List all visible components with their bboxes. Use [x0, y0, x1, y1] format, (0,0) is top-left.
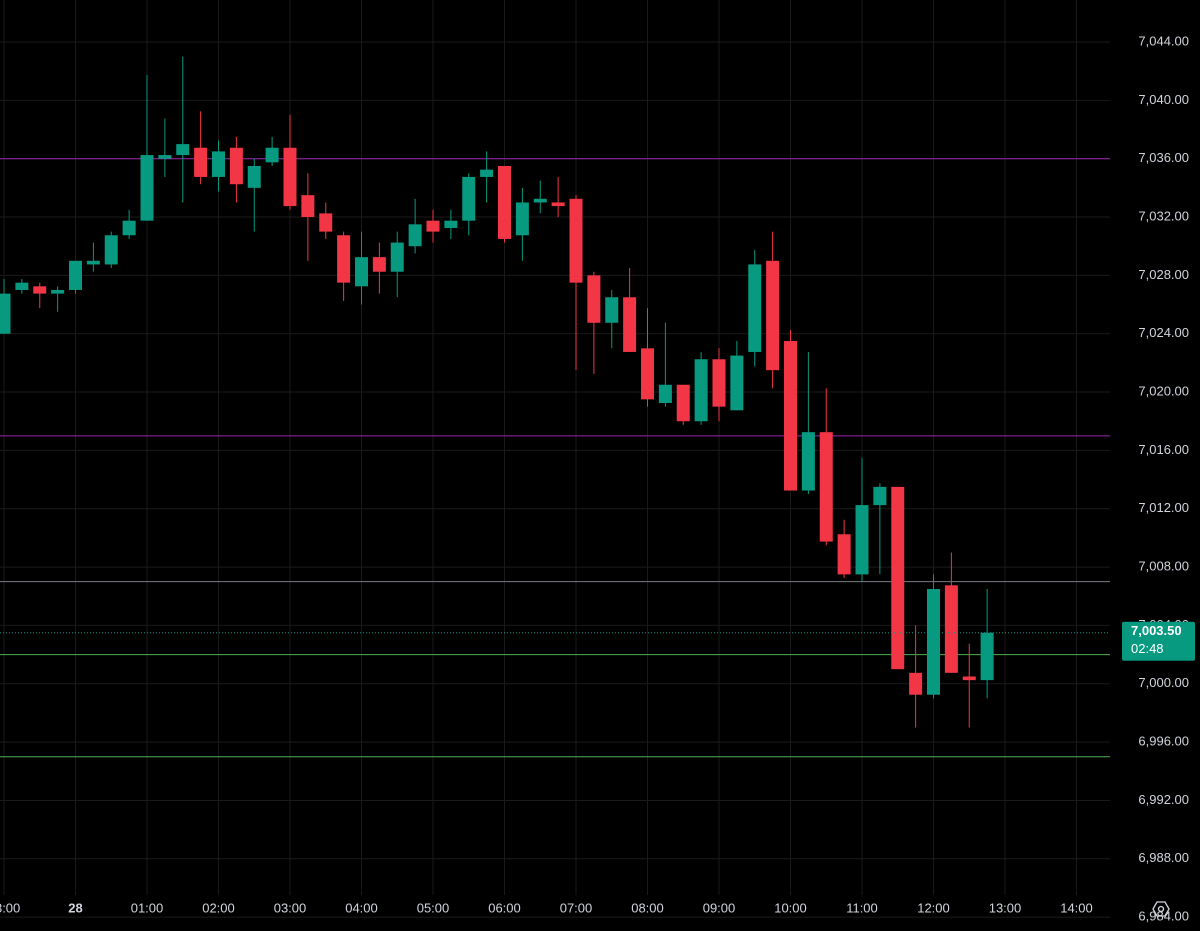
candle-body — [694, 359, 708, 422]
x-tick-label: 06:00 — [488, 900, 521, 915]
candle-body — [641, 348, 654, 400]
y-tick-label: 7,012.00 — [1138, 500, 1189, 515]
y-tick-label: 7,000.00 — [1138, 675, 1189, 690]
x-tick-label: 04:00 — [345, 900, 378, 915]
candle-body — [498, 165, 511, 239]
last-price-label: 7,003.50 — [1131, 623, 1182, 638]
y-tick-label: 6,988.00 — [1138, 850, 1189, 865]
candle-body — [444, 220, 458, 228]
candle-body — [819, 432, 833, 542]
candle-body — [587, 275, 601, 323]
y-tick-label: 7,036.00 — [1138, 150, 1189, 165]
settings-dot[interactable] — [1157, 905, 1165, 913]
candle-body — [712, 359, 726, 407]
candle-body — [229, 147, 243, 185]
x-tick-label: 28 — [68, 900, 82, 915]
y-tick-label: 6,992.00 — [1138, 792, 1189, 807]
x-tick-label: 12:00 — [917, 900, 950, 915]
candle-body — [122, 220, 136, 236]
candle-body — [265, 147, 279, 163]
candle-body — [158, 155, 172, 159]
candle-body — [837, 534, 851, 575]
y-tick-label: 7,040.00 — [1138, 92, 1189, 107]
x-tick-label: 09:00 — [703, 900, 736, 915]
candle-body — [962, 676, 976, 681]
candle-body — [515, 202, 529, 236]
x-tick-label: 08:00 — [631, 900, 664, 915]
candle-body — [855, 505, 869, 575]
x-tick-label: 23:00 — [0, 900, 20, 915]
y-tick-label: 7,044.00 — [1138, 33, 1189, 48]
candle-body — [15, 282, 29, 290]
settings-icon[interactable] — [1152, 901, 1170, 917]
candle-body — [283, 147, 297, 207]
candle-body — [909, 672, 923, 695]
candle-body — [140, 155, 154, 221]
x-tick-label: 05:00 — [417, 900, 450, 915]
candle-body — [319, 213, 333, 232]
candle-body — [176, 144, 190, 156]
price-axis: 6,984.006,988.006,992.006,996.007,000.00… — [0, 33, 1195, 924]
candle-body — [766, 260, 780, 371]
x-tick-label: 03:00 — [274, 900, 307, 915]
candle-body — [801, 432, 815, 491]
candle-body — [927, 588, 940, 695]
plot-area — [0, 56, 1110, 758]
candle-body — [212, 151, 225, 177]
candle-body — [980, 632, 994, 681]
candle-body — [372, 257, 386, 272]
candle-body — [533, 198, 547, 203]
y-tick-label: 6,996.00 — [1138, 734, 1189, 749]
y-tick-label: 7,020.00 — [1138, 383, 1189, 398]
candle-body — [605, 297, 619, 323]
candle-body — [194, 147, 208, 177]
candle-body — [551, 202, 565, 207]
candle-body — [730, 355, 744, 411]
y-tick-label: 7,024.00 — [1138, 325, 1189, 340]
candle-body — [301, 195, 315, 218]
settings-hex[interactable] — [1152, 901, 1170, 917]
candle-body — [0, 293, 11, 334]
candle-body — [33, 286, 47, 294]
x-tick-label: 01:00 — [131, 900, 164, 915]
y-tick-label: 7,028.00 — [1138, 267, 1189, 282]
x-tick-label: 02:00 — [202, 900, 235, 915]
candle-body — [247, 165, 261, 188]
y-tick-label: 7,032.00 — [1138, 208, 1189, 223]
x-tick-label: 13:00 — [989, 900, 1022, 915]
x-tick-label: 14:00 — [1060, 900, 1093, 915]
candle-body — [658, 384, 672, 404]
candle-body — [86, 260, 100, 265]
candle-body — [784, 341, 797, 491]
candle-body — [426, 220, 440, 232]
candle-body — [748, 264, 762, 352]
x-tick-label: 07:00 — [560, 900, 593, 915]
x-tick-label: 10:00 — [774, 900, 807, 915]
candle-body — [891, 486, 905, 670]
y-tick-label: 7,016.00 — [1138, 442, 1189, 457]
candle-body — [104, 235, 118, 265]
y-tick-label: 7,008.00 — [1138, 559, 1189, 574]
candle-body — [944, 585, 958, 673]
candle-body — [676, 384, 690, 422]
candle-body — [69, 260, 82, 290]
countdown-label: 02:48 — [1131, 641, 1164, 656]
candle-body — [408, 224, 422, 247]
candle-body — [462, 176, 476, 221]
candle-body — [873, 486, 887, 506]
candle-body — [355, 257, 368, 287]
last-price-box — [1122, 621, 1195, 661]
candle-body — [623, 297, 637, 352]
candle-body — [480, 169, 494, 177]
candle-body — [337, 235, 351, 283]
candle-body — [569, 198, 583, 283]
candle-body — [51, 289, 65, 294]
candle-body — [390, 242, 404, 272]
x-tick-label: 11:00 — [846, 900, 878, 915]
